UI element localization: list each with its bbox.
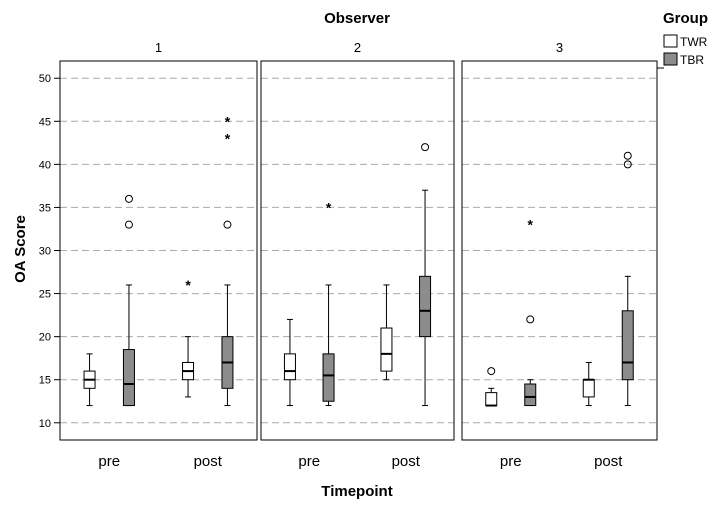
box-post-twr: [380, 284, 393, 381]
panel-border: [59, 60, 258, 441]
box-pre-twr: [83, 353, 96, 407]
outlier-marker: [526, 315, 535, 324]
box-body: [582, 379, 595, 398]
y-tick-label: 50: [39, 73, 51, 85]
outlier-marker: [623, 151, 632, 160]
box-body: [380, 327, 393, 372]
y-tick-label: 30: [39, 246, 51, 258]
legend-label: TWR: [680, 35, 708, 49]
y-tick-label: 35: [39, 202, 51, 214]
outlier-marker: [421, 143, 430, 152]
outlier-marker: [223, 220, 232, 229]
y-tick-label: 15: [39, 375, 51, 387]
extreme-marker: *: [225, 113, 231, 129]
box-body: [485, 392, 498, 407]
chart-title: Observer: [324, 10, 390, 27]
outlier-marker: [487, 367, 496, 376]
legend-swatch-tbr: [663, 52, 678, 66]
box-pre-twr: [283, 318, 296, 407]
box-body: [621, 310, 634, 381]
panel-header: 1: [155, 40, 162, 55]
box-body: [122, 349, 135, 407]
x-tick-label: post: [392, 453, 421, 470]
outlier-marker: [623, 160, 632, 169]
extreme-marker: *: [185, 277, 191, 293]
legend: TWR TBR: [657, 34, 708, 69]
box-body: [283, 353, 296, 381]
y-tick-label: 45: [39, 116, 51, 128]
extreme-marker: *: [528, 217, 534, 233]
extreme-marker: *: [326, 199, 332, 215]
panel-border: [461, 60, 658, 441]
x-tick-label: pre: [98, 453, 120, 470]
y-tick-label: 10: [39, 418, 51, 430]
x-tick-label: pre: [500, 453, 522, 470]
panel-2: 2 pre post *: [260, 40, 455, 470]
legend-title: Group: [663, 10, 708, 27]
outlier-marker: [124, 194, 133, 203]
y-axis-label: OA Score: [12, 215, 29, 283]
y-axis: 10 15 20 25 30 35 40 45 50: [39, 73, 60, 430]
x-axis-label: Timepoint: [321, 483, 392, 500]
panel-border: [260, 60, 455, 441]
panel-header: 3: [556, 40, 563, 55]
y-tick-label: 20: [39, 332, 51, 344]
box-post-twr: *: [182, 277, 195, 398]
y-tick-label: 25: [39, 289, 51, 301]
box-pre-twr: [485, 367, 498, 407]
panel-3: 3 pre post *: [461, 40, 658, 470]
box-pre-tbr: *: [322, 199, 335, 407]
x-tick-label: post: [194, 453, 223, 470]
box-body: [524, 383, 537, 407]
box-pre-tbr: [122, 194, 135, 407]
box-body: [322, 353, 335, 402]
box-post-tbr: [621, 151, 634, 407]
box-body: [419, 275, 432, 338]
y-tick-label: 40: [39, 159, 51, 171]
outlier-marker: [124, 220, 133, 229]
box-post-tbr: **: [221, 113, 234, 407]
box-pre-tbr: *: [524, 217, 537, 407]
legend-label: TBR: [680, 53, 704, 67]
box-post-twr: [582, 361, 595, 407]
x-tick-label: pre: [298, 453, 320, 470]
legend-swatch-twr: [663, 34, 678, 48]
x-tick-label: post: [594, 453, 623, 470]
box-post-tbr: [419, 143, 432, 407]
extreme-marker: *: [225, 131, 231, 147]
panel-header: 2: [354, 40, 361, 55]
